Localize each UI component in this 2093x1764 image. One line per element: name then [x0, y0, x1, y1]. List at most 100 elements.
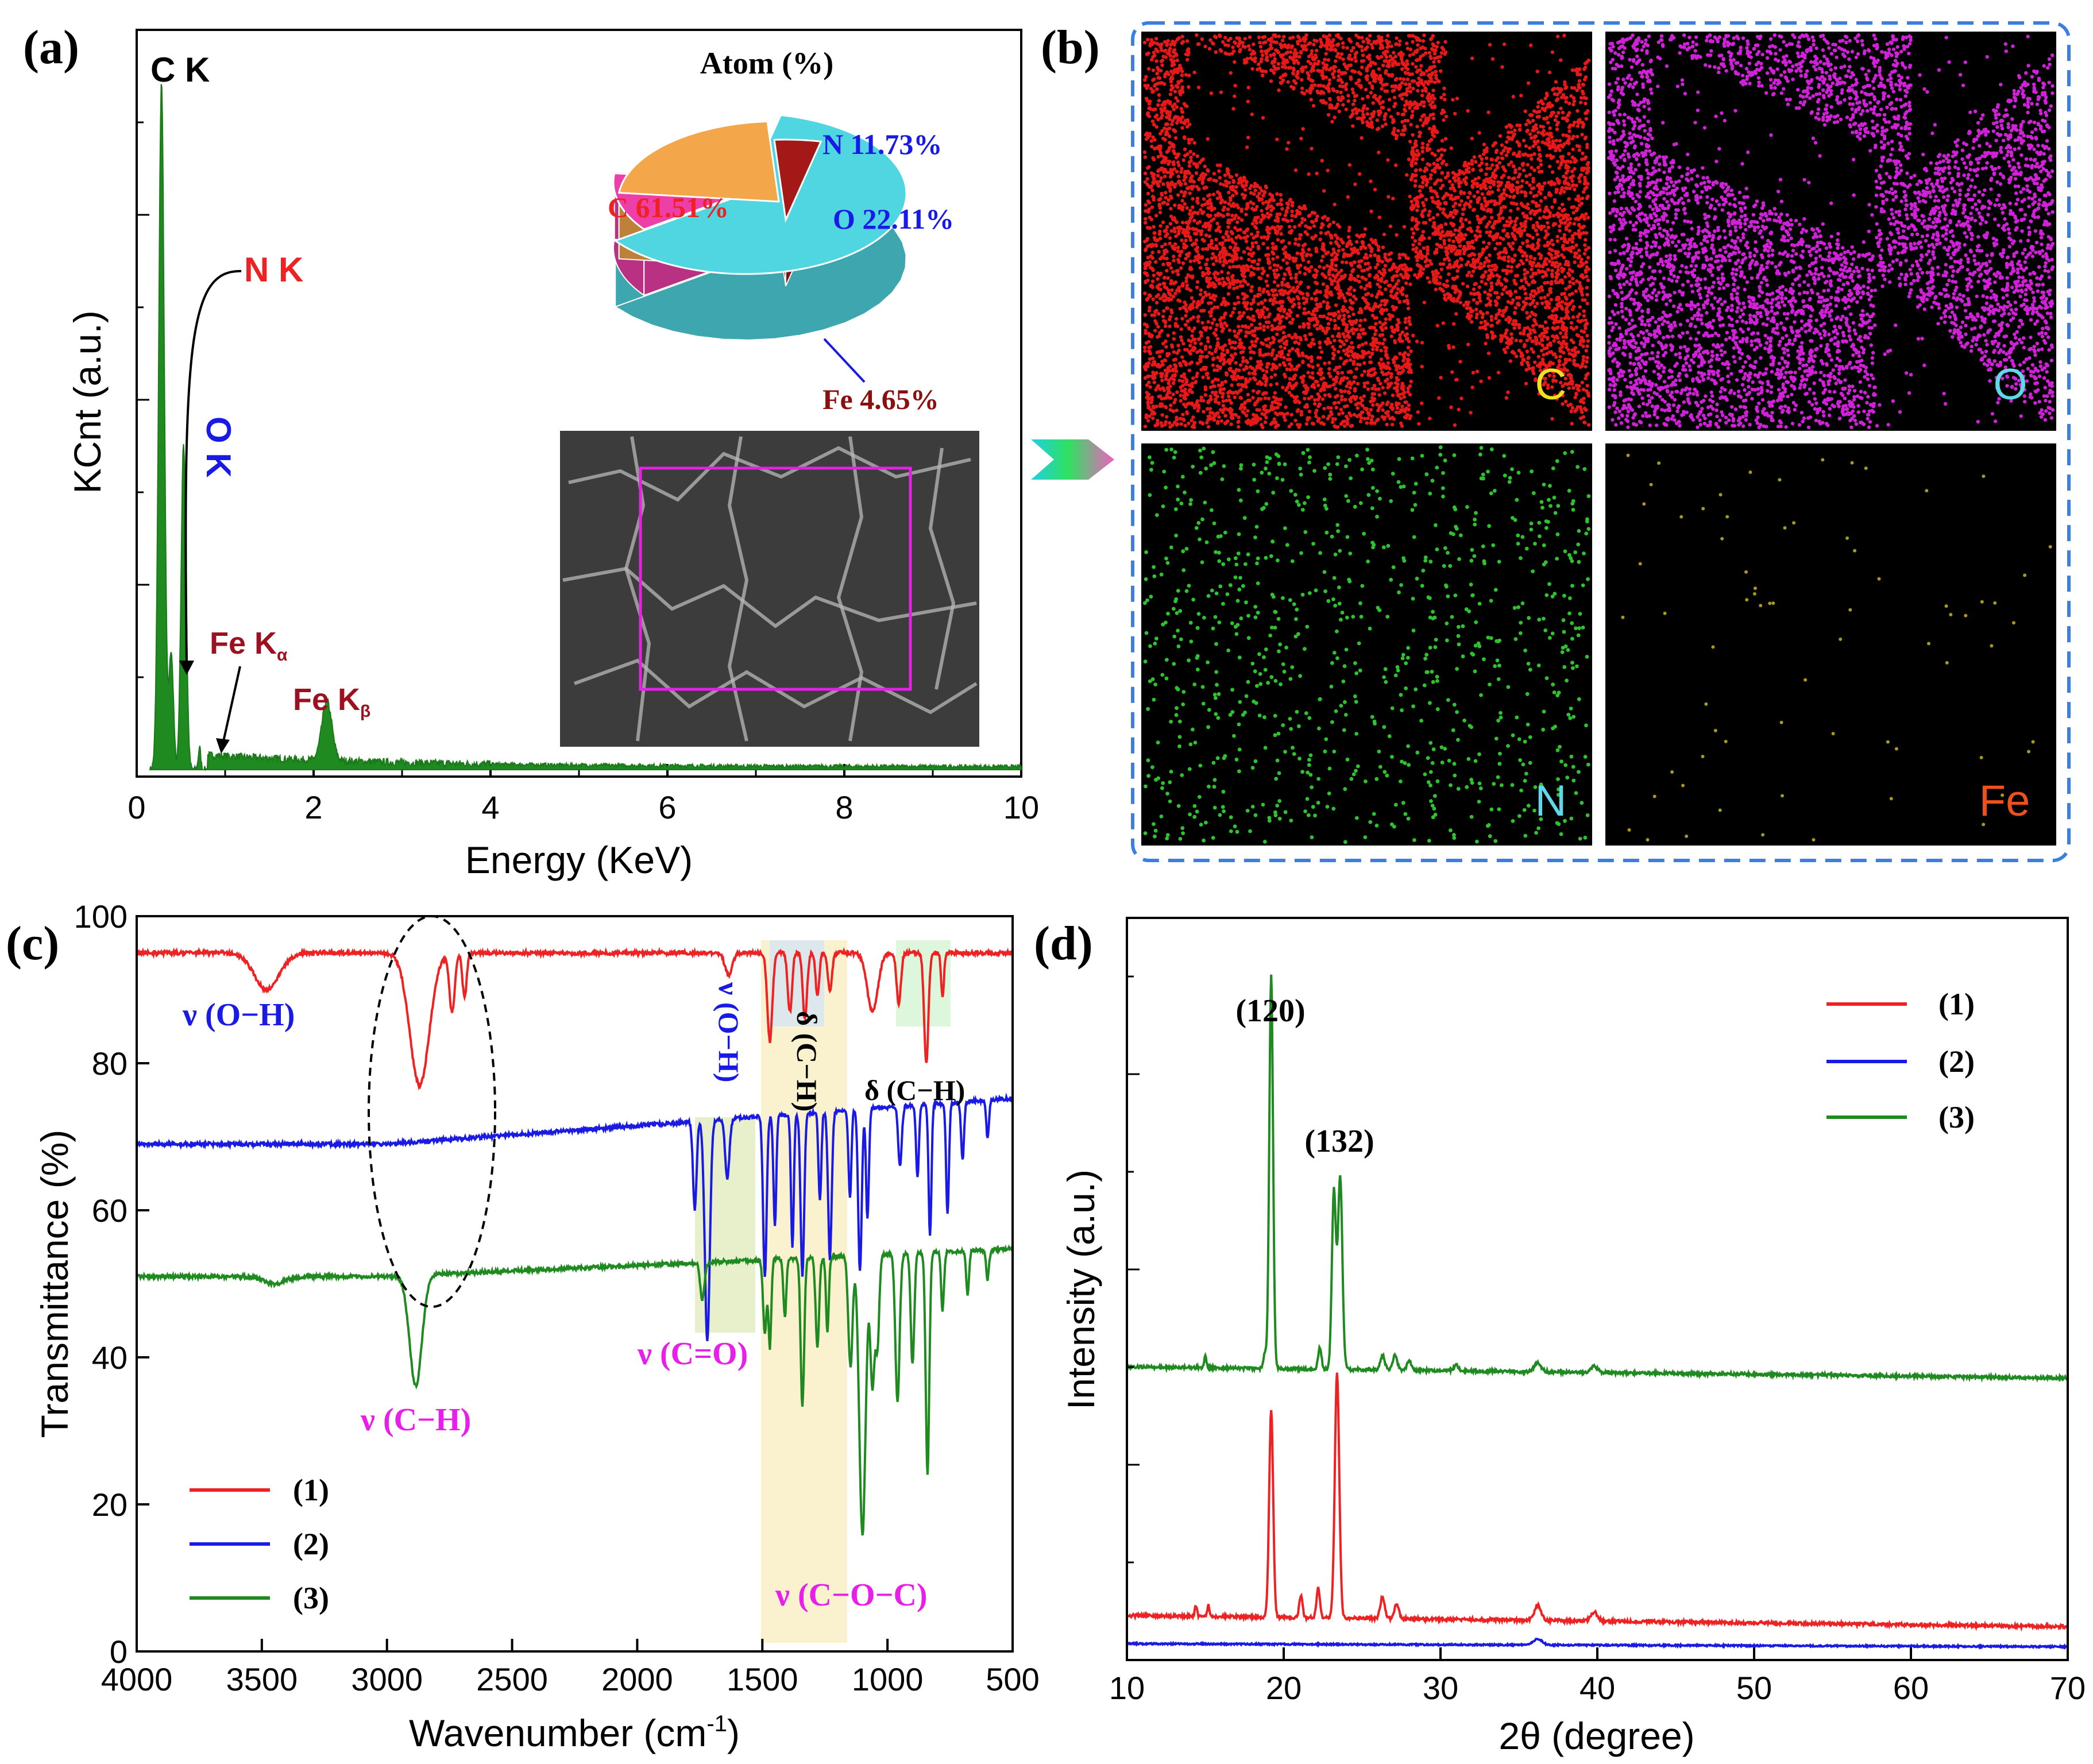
- map-dot: [1520, 179, 1524, 183]
- map-dot: [1538, 217, 1542, 220]
- map-dot: [1553, 198, 1557, 202]
- map-dot: [1436, 79, 1440, 83]
- map-dot: [1509, 360, 1512, 363]
- map-dot: [1363, 318, 1366, 322]
- map-dot: [1586, 302, 1589, 305]
- map-dot: [1187, 327, 1191, 330]
- map-dot: [1360, 136, 1363, 140]
- map-dot: [1192, 152, 1195, 156]
- map-dot: [1515, 354, 1518, 358]
- map-dot: [1415, 149, 1419, 152]
- map-dot: [1545, 116, 1548, 119]
- map-dot: [1528, 146, 1531, 149]
- map-dot: [1537, 238, 1540, 242]
- eds-x-tick-label: 8: [835, 789, 853, 825]
- map-dot: [1309, 253, 1312, 257]
- map-dot: [1457, 195, 1460, 199]
- map-dot: [1500, 176, 1504, 179]
- map-dot: [1537, 290, 1540, 294]
- map-dot: [1548, 341, 1552, 345]
- map-dot: [1157, 93, 1161, 97]
- map-dot: [1249, 265, 1253, 268]
- map-dot: [1199, 266, 1202, 269]
- map-dot: [1334, 406, 1338, 410]
- map-dot: [1173, 167, 1176, 171]
- map-dot: [1277, 88, 1280, 92]
- map-dot: [1566, 260, 1570, 264]
- map-dot: [1339, 238, 1342, 241]
- map-dot: [1239, 284, 1242, 288]
- map-dot: [1358, 354, 1361, 358]
- map-dot: [1319, 302, 1322, 306]
- map-dot: [1244, 213, 1248, 216]
- map-dot: [1504, 269, 1507, 272]
- map-dot: [1200, 300, 1204, 304]
- map-dot: [1506, 265, 1509, 268]
- map-dot: [1184, 73, 1188, 76]
- map-dot: [1401, 408, 1405, 411]
- map-dot: [1403, 391, 1406, 394]
- map-dot: [1538, 170, 1541, 173]
- map-dot: [1180, 35, 1184, 38]
- map-dot: [1415, 196, 1419, 199]
- map-dot: [1369, 210, 1373, 213]
- map-dot: [1436, 324, 1439, 327]
- map-dot: [1214, 51, 1218, 54]
- map-dot: [1395, 233, 1398, 237]
- map-dot: [1194, 242, 1197, 245]
- map-dot: [1303, 384, 1306, 387]
- map-dot: [1580, 96, 1583, 99]
- map-dot: [1178, 379, 1181, 382]
- map-dot: [1376, 263, 1379, 266]
- map-dot: [1580, 133, 1584, 136]
- map-dot: [1266, 284, 1269, 287]
- map-dot: [1223, 173, 1227, 177]
- map-dot: [1470, 320, 1473, 323]
- map-dot: [1411, 243, 1415, 246]
- map-dot: [1481, 312, 1485, 316]
- map-dot: [1582, 420, 1586, 424]
- map-dot: [1414, 65, 1418, 68]
- map-dot: [1212, 418, 1216, 422]
- map-dot: [1524, 123, 1528, 126]
- map-dot: [1434, 70, 1438, 73]
- map-dot: [1189, 156, 1192, 159]
- map-dot: [1315, 289, 1319, 292]
- map-dot: [1331, 334, 1334, 338]
- map-dot: [1169, 222, 1172, 225]
- map-dot: [1577, 350, 1580, 354]
- map-dot: [1392, 88, 1396, 92]
- map-dot: [1441, 171, 1444, 175]
- map-dot: [1262, 236, 1266, 239]
- map-dot: [1548, 71, 1551, 74]
- map-dot: [1276, 219, 1280, 223]
- map-dot: [1409, 90, 1412, 93]
- map-dot: [1211, 364, 1215, 367]
- map-dot: [1415, 82, 1419, 85]
- map-dot: [1324, 252, 1328, 255]
- map-dot: [1549, 132, 1553, 135]
- map-dot: [1246, 283, 1250, 286]
- map-dot: [1191, 329, 1194, 333]
- map-dot: [1300, 70, 1304, 73]
- map-dot: [1505, 219, 1509, 223]
- map-dot: [1419, 168, 1422, 171]
- map-dot: [1165, 122, 1168, 126]
- map-dot: [1279, 232, 1283, 236]
- map-dot: [1373, 188, 1377, 191]
- map-dot: [1554, 314, 1557, 318]
- map-dot: [1191, 275, 1194, 278]
- map-dot: [1337, 326, 1340, 330]
- map-dot: [1163, 175, 1167, 178]
- map-dot: [1337, 412, 1341, 416]
- map-dot: [1446, 193, 1450, 196]
- map-dot: [1252, 351, 1256, 354]
- map-dot: [1444, 137, 1447, 140]
- map-dot: [1377, 248, 1380, 252]
- map-dot: [1432, 60, 1435, 64]
- map-dot: [1383, 303, 1387, 306]
- map-dot: [1433, 105, 1436, 108]
- map-dot: [1407, 157, 1411, 161]
- map-dot: [1326, 316, 1329, 320]
- map-dot: [1225, 324, 1229, 327]
